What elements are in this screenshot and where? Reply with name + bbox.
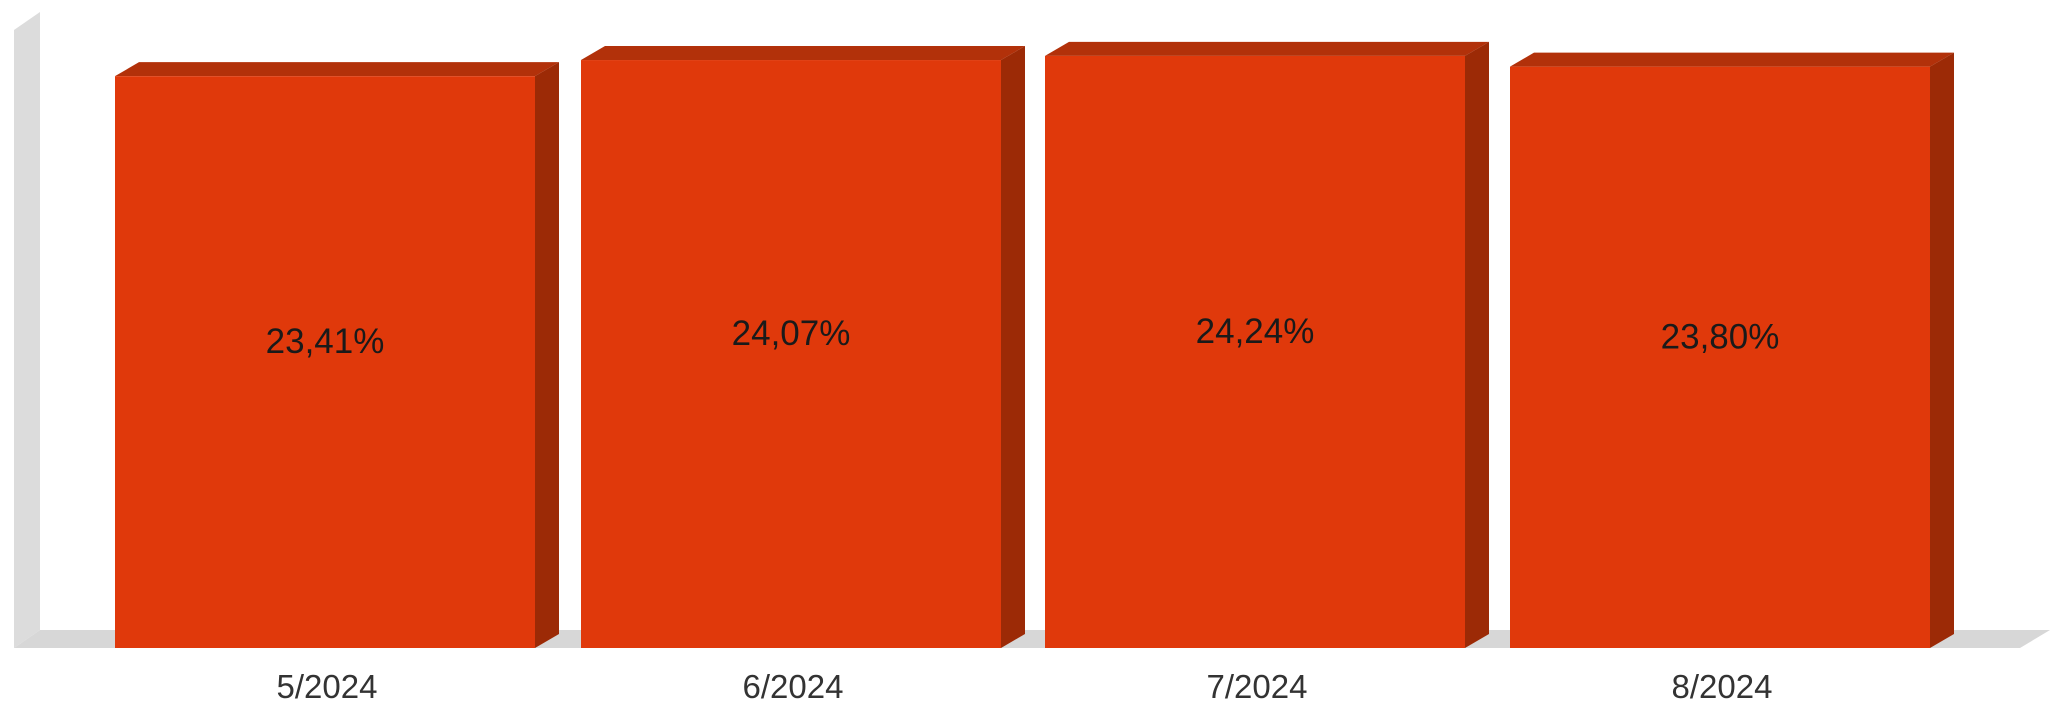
bar-6/2024: 24,07%	[581, 46, 1025, 649]
bar-8/2024: 23,80%	[1510, 52, 1954, 648]
bar-value-label: 24,24%	[1196, 312, 1315, 351]
x-axis-tick-labels: 5/2024 6/2024 7/2024 8/2024	[277, 668, 1773, 701]
bar-front-face	[1045, 55, 1465, 648]
bar-front-face	[1510, 66, 1930, 648]
bar-side-face	[1465, 41, 1489, 648]
bar-side-face	[1001, 46, 1025, 649]
bar-value-label: 23,41%	[266, 322, 385, 361]
bars-layer: 23,41% 24,07% 24,24% 23,80%	[115, 41, 1954, 649]
bar-top-face	[115, 62, 559, 77]
bar-side-face	[1930, 52, 1954, 648]
x-tick-label: 8/2024	[1672, 668, 1773, 701]
bar-5/2024: 23,41%	[115, 62, 559, 648]
chart-back-wall	[14, 12, 40, 648]
bar-front-face	[115, 76, 535, 648]
x-tick-label: 5/2024	[277, 668, 378, 701]
bar-top-face	[1045, 41, 1489, 56]
bar-value-label: 23,80%	[1661, 317, 1780, 356]
bar-top-face	[581, 46, 1025, 61]
x-tick-label: 6/2024	[743, 668, 844, 701]
bar-7/2024: 24,24%	[1045, 41, 1489, 648]
bar-side-face	[535, 62, 559, 648]
x-tick-label: 7/2024	[1207, 668, 1308, 701]
bar-front-face	[581, 60, 1001, 649]
bar-top-face	[1510, 52, 1954, 67]
bar-value-label: 24,07%	[732, 314, 851, 353]
